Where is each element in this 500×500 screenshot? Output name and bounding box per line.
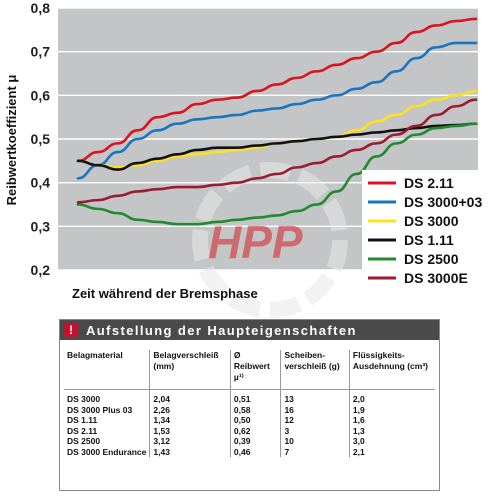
- table-row: DS 2500 3,12 0,39 10 3,0: [64, 436, 435, 447]
- x-axis-title: Zeit während der Bremsphase: [72, 286, 258, 301]
- y-tick-labels: 0,2 0,3 0,4 0,5 0,6 0,7 0,8: [31, 0, 51, 278]
- table-cell: DS 1.11: [64, 415, 151, 426]
- table-title: Aufstellung der Haupteigenschaften: [86, 322, 357, 338]
- table-cell: 3,0: [352, 436, 365, 446]
- legend-label-ds-2500: DS 2500: [404, 251, 459, 267]
- legend-label-ds-3000: DS 3000: [404, 213, 459, 229]
- table-cell: DS 2500: [64, 436, 151, 447]
- col-header-friction: Ø Reibwert µ¹⁾: [230, 350, 282, 390]
- table-cell: 0,46: [230, 446, 282, 457]
- table-row: DS 3000 Plus 03 2,26 0,58 16 1,9: [64, 404, 435, 415]
- y-tick-label: 0,7: [31, 44, 51, 60]
- table-cell: 2,26: [149, 404, 231, 415]
- table-cell: 0,58: [230, 404, 282, 415]
- table-body: DS 3000 2,04 0,51 13 2,0 DS 3000 Plus 03 2,26 0…: [64, 389, 435, 457]
- grid-lines: [58, 7, 478, 271]
- table-row: DS 3000 Endurance 1,43 0,46 7 2,1: [64, 446, 435, 457]
- y-tick-label: 0,8: [31, 0, 51, 16]
- table-cell: 0,50: [230, 415, 282, 426]
- table-cell: 1,34: [149, 415, 231, 426]
- table-cell: 12: [280, 415, 350, 426]
- table-cell: 16: [280, 404, 350, 415]
- legend: DS 2.11 DS 3000+03 DS 3000 DS 1.11 DS 2500 DS…: [362, 170, 482, 295]
- table-cell: DS 3000: [64, 389, 151, 405]
- table-cell: 3,12: [149, 436, 231, 447]
- table-cell: 1,3: [352, 425, 365, 436]
- legend-label-ds-1-11: DS 1.11: [404, 232, 454, 248]
- col-header-material: Belagmaterial: [64, 350, 151, 390]
- table-cell: 0,62: [230, 425, 282, 436]
- table-cell: 2,0: [352, 394, 365, 404]
- properties-table-panel: ! Aufstellung der Haupteigenschaften Bel…: [59, 319, 440, 491]
- table-cell: DS 3000 Endurance: [64, 446, 151, 457]
- table-cell: DS 2.11: [64, 425, 151, 436]
- watermark-ring: [192, 162, 348, 318]
- col-header-fluid-expansion: Flüssigkeits-Ausdehnung (cm³): [349, 350, 435, 390]
- table-row: DS 1.11 1,34 0,50 12 1,6: [64, 415, 435, 426]
- table-cell: 2,1: [352, 446, 365, 457]
- table-cell: 1,43: [149, 446, 231, 457]
- table-cell: 13: [280, 389, 350, 405]
- y-tick-label: 0,5: [31, 131, 51, 147]
- table-cell: 1,9: [352, 404, 365, 415]
- col-header-pad-wear: Belagverschleiß (mm): [149, 350, 231, 390]
- series-line-ds-3000-03: [76, 41, 478, 180]
- hpp-watermark: HPP: [192, 162, 348, 318]
- table-cell: 0,51: [230, 389, 282, 405]
- y-tick-label: 0,6: [31, 87, 51, 103]
- y-tick-label: 0,3: [31, 218, 51, 234]
- y-tick-label: 0,2: [31, 262, 51, 278]
- legend-label-ds-3000-03: DS 3000+03: [404, 194, 482, 210]
- table-cell: 2,04: [149, 389, 231, 405]
- table-cell: 10: [280, 436, 350, 447]
- table-cell: 7: [280, 446, 350, 457]
- legend-box: [362, 170, 482, 295]
- series-line-ds-2-11: [76, 17, 478, 163]
- table-header-bar: ! Aufstellung der Haupteigenschaften: [60, 320, 439, 340]
- watermark-logo: HPP: [208, 216, 303, 268]
- table-row: DS 2.11 1,53 0,62 3 1,3: [64, 425, 435, 436]
- series-line-ds-3000e: [76, 98, 478, 204]
- y-axis-title: Reibwertkoeffizient μ: [4, 75, 19, 206]
- table-cell: 1,53: [149, 425, 231, 436]
- exclamation-icon: !: [64, 323, 78, 337]
- table-cell: 3: [280, 425, 350, 436]
- legend-label-ds-3000e: DS 3000E: [404, 270, 468, 286]
- table-cell: 0,39: [230, 436, 282, 447]
- table-cell: DS 3000 Plus 03: [64, 404, 151, 415]
- friction-chart: HPP 0,2 0,3 0,4 0,5 0,6 0,7 0,8 Reibwertkoeffi…: [4, 0, 482, 318]
- table-cell: 1,6: [352, 415, 365, 425]
- series-lines: [76, 17, 478, 226]
- table-header-row: Belagmaterial Belagverschleiß (mm) Ø Rei…: [64, 350, 435, 390]
- legend-label-ds-2-11: DS 2.11: [404, 175, 454, 191]
- properties-table: Belagmaterial Belagverschleiß (mm) Ø Rei…: [64, 350, 435, 457]
- y-tick-label: 0,4: [31, 175, 51, 191]
- series-line-ds-2500: [76, 122, 478, 226]
- table-row: DS 3000 2,04 0,51 13 2,0: [64, 389, 435, 405]
- col-header-disc-wear: Scheiben-verschleiß (g): [280, 350, 350, 390]
